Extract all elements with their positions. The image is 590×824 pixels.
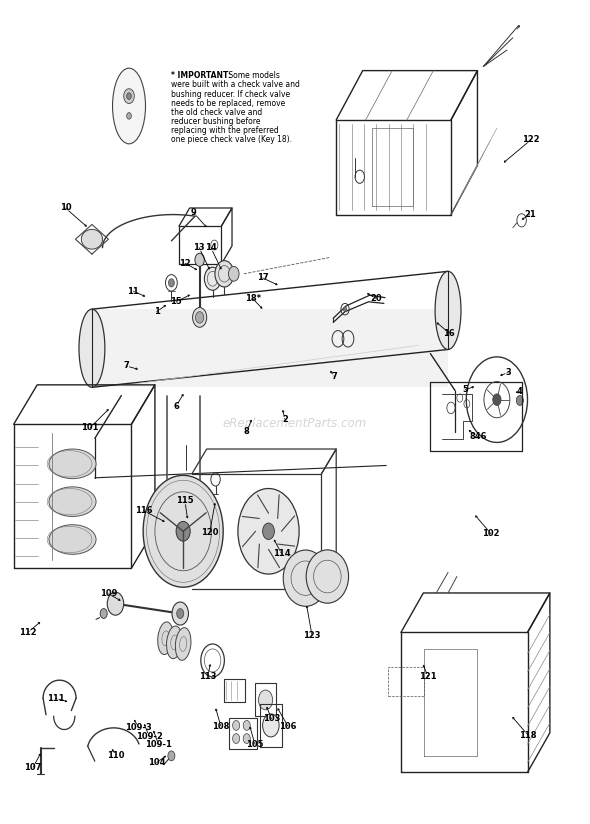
- Text: 109-1: 109-1: [145, 740, 172, 749]
- Text: * IMPORTANT:: * IMPORTANT:: [171, 72, 231, 81]
- Circle shape: [263, 714, 279, 737]
- Circle shape: [100, 609, 107, 619]
- Text: Some models: Some models: [226, 72, 280, 81]
- Circle shape: [343, 307, 347, 311]
- FancyBboxPatch shape: [124, 109, 135, 122]
- Text: 106: 106: [279, 722, 297, 731]
- Text: 113: 113: [199, 672, 217, 681]
- Ellipse shape: [435, 271, 461, 349]
- Ellipse shape: [195, 311, 204, 323]
- Text: 114: 114: [273, 549, 290, 558]
- Text: 20: 20: [371, 294, 382, 303]
- Ellipse shape: [166, 626, 182, 658]
- Circle shape: [258, 690, 273, 709]
- Ellipse shape: [49, 449, 96, 479]
- Text: 3: 3: [505, 368, 511, 377]
- Text: 12: 12: [179, 259, 191, 268]
- Text: eReplacementParts.com: eReplacementParts.com: [223, 417, 367, 430]
- Circle shape: [192, 307, 206, 327]
- Circle shape: [263, 523, 274, 540]
- Circle shape: [168, 751, 175, 761]
- Text: 7: 7: [123, 362, 129, 371]
- Text: 110: 110: [107, 751, 125, 760]
- Text: 109: 109: [100, 589, 117, 598]
- Text: 123: 123: [303, 631, 321, 640]
- Circle shape: [493, 394, 501, 405]
- Text: 112: 112: [19, 628, 37, 637]
- Ellipse shape: [81, 229, 103, 249]
- Circle shape: [232, 720, 240, 730]
- Text: 11: 11: [127, 287, 139, 296]
- Text: 105: 105: [246, 740, 264, 749]
- Text: 15: 15: [171, 297, 182, 307]
- Text: reducer bushing before: reducer bushing before: [171, 117, 261, 126]
- Ellipse shape: [215, 260, 234, 287]
- Text: 102: 102: [482, 529, 500, 538]
- Text: 10: 10: [60, 204, 71, 213]
- Text: 109-2: 109-2: [136, 732, 162, 741]
- Text: 2: 2: [282, 415, 288, 424]
- Text: 101: 101: [81, 424, 99, 432]
- Text: 109-3: 109-3: [125, 723, 152, 732]
- Circle shape: [243, 733, 250, 743]
- Circle shape: [124, 89, 135, 104]
- Circle shape: [127, 113, 132, 119]
- Text: 21: 21: [524, 210, 536, 219]
- Text: 104: 104: [148, 758, 165, 767]
- Text: needs to be replaced, remove: needs to be replaced, remove: [171, 99, 286, 108]
- Text: 7: 7: [332, 372, 337, 382]
- Circle shape: [127, 93, 132, 100]
- Circle shape: [516, 396, 523, 405]
- Text: 9: 9: [191, 208, 196, 218]
- Circle shape: [238, 489, 299, 574]
- Circle shape: [195, 253, 204, 266]
- Text: replacing with the preferred: replacing with the preferred: [171, 126, 279, 135]
- Text: 122: 122: [522, 135, 540, 144]
- Text: 1: 1: [154, 307, 160, 316]
- Text: 121: 121: [419, 672, 437, 681]
- Text: 17: 17: [257, 274, 268, 283]
- Circle shape: [228, 266, 239, 281]
- Text: 13: 13: [194, 243, 205, 252]
- Ellipse shape: [175, 628, 191, 660]
- Text: 18*: 18*: [245, 294, 261, 303]
- Text: bushing reducer. If check valve: bushing reducer. If check valve: [171, 90, 290, 99]
- Text: 118: 118: [519, 731, 537, 740]
- Text: 111: 111: [47, 694, 64, 703]
- Ellipse shape: [158, 622, 173, 654]
- FancyBboxPatch shape: [92, 309, 448, 387]
- Text: were built with a check valve and: were built with a check valve and: [171, 81, 300, 90]
- Ellipse shape: [113, 68, 146, 144]
- Circle shape: [243, 720, 250, 730]
- Ellipse shape: [306, 550, 349, 603]
- Text: 4: 4: [517, 387, 523, 396]
- Circle shape: [176, 522, 190, 541]
- Text: 103: 103: [263, 714, 280, 723]
- Circle shape: [232, 733, 240, 743]
- Text: 8: 8: [244, 427, 250, 436]
- Text: the old check valve and: the old check valve and: [171, 108, 263, 117]
- Circle shape: [107, 592, 124, 616]
- Text: 16: 16: [443, 329, 455, 338]
- Text: 6: 6: [173, 402, 179, 410]
- Text: 107: 107: [24, 763, 42, 772]
- Ellipse shape: [204, 267, 221, 290]
- Circle shape: [143, 475, 223, 588]
- Text: 846: 846: [469, 432, 487, 441]
- Text: 116: 116: [135, 506, 153, 515]
- Text: 120: 120: [201, 528, 218, 537]
- Ellipse shape: [283, 550, 328, 606]
- Text: 115: 115: [176, 496, 194, 505]
- Text: 108: 108: [212, 722, 230, 731]
- Ellipse shape: [49, 487, 96, 517]
- Circle shape: [169, 279, 174, 287]
- Text: one piece check valve (Key 18).: one piece check valve (Key 18).: [171, 135, 293, 143]
- Circle shape: [176, 609, 183, 619]
- Ellipse shape: [79, 309, 105, 387]
- Text: 14: 14: [205, 243, 217, 252]
- Text: 5: 5: [462, 386, 468, 395]
- Circle shape: [172, 602, 188, 625]
- Ellipse shape: [49, 525, 96, 555]
